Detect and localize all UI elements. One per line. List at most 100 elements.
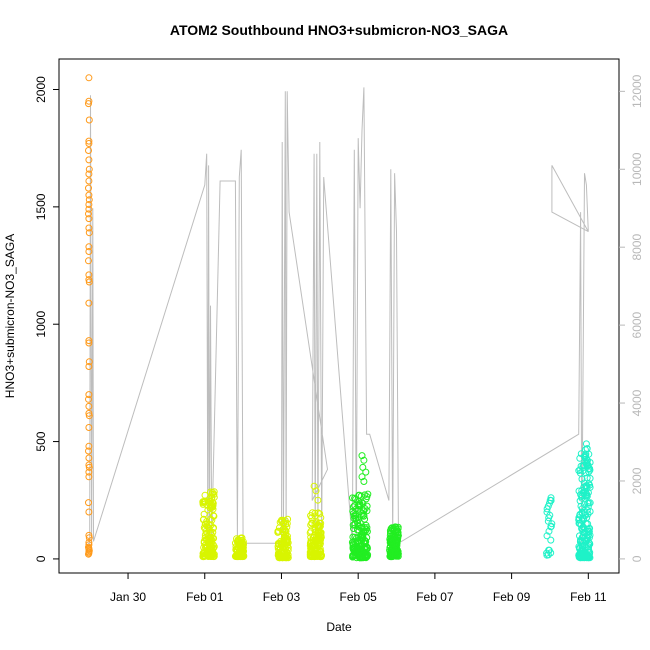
data-point (85, 271, 93, 279)
data-point (358, 473, 366, 481)
y2-tick-label: 8000 (630, 234, 644, 261)
data-point (363, 507, 371, 515)
data-point (349, 507, 357, 515)
data-point (274, 540, 282, 547)
data-point (358, 452, 366, 460)
data-point (208, 494, 216, 502)
data-point (85, 177, 93, 185)
data-point (548, 520, 556, 528)
data-point (580, 515, 588, 523)
data-point (210, 512, 218, 520)
data-point (208, 503, 216, 511)
data-point (85, 468, 93, 476)
data-point (85, 243, 93, 251)
data-point (582, 440, 590, 448)
data-point (360, 527, 368, 535)
data-point (204, 539, 212, 547)
data-point (85, 454, 93, 462)
x-tick-label: Feb 01 (186, 590, 224, 604)
data-point (306, 529, 314, 537)
data-point (546, 499, 553, 507)
data-point (85, 224, 93, 232)
data-point (350, 525, 357, 532)
data-point (85, 395, 92, 403)
y2-tick-label: 10000 (630, 152, 644, 186)
data-point (356, 519, 364, 527)
data-point (85, 210, 92, 218)
data-point (85, 442, 93, 450)
data-point (585, 480, 593, 488)
data-point (283, 548, 291, 556)
data-point (584, 520, 592, 528)
data-point (364, 490, 372, 498)
y2-tick-label: 2000 (630, 467, 644, 494)
data-point (85, 97, 93, 105)
data-point (363, 534, 371, 542)
y-tick-label: 1000 (34, 311, 48, 338)
data-point (586, 474, 594, 482)
data-point (210, 543, 218, 551)
data-point (315, 552, 323, 560)
data-point (362, 468, 370, 476)
data-point (204, 547, 212, 555)
data-point (575, 519, 583, 527)
chart-title: ATOM2 Southbound HNO3+submicron-NO3_SAGA (170, 22, 508, 38)
data-point (308, 542, 315, 550)
data-point (359, 534, 367, 542)
data-point (315, 542, 323, 550)
data-point (85, 339, 93, 347)
data-point (310, 482, 318, 490)
data-point (280, 539, 288, 547)
data-point (205, 521, 213, 528)
data-point (85, 156, 93, 164)
data-point (85, 140, 93, 147)
data-point (85, 191, 93, 199)
data-point (312, 487, 320, 495)
x-tick-label: Feb 09 (493, 590, 531, 604)
y2-tick-label: 6000 (630, 311, 644, 338)
data-point (237, 547, 245, 555)
data-point (85, 248, 93, 255)
data-point (309, 548, 317, 555)
data-point (584, 553, 592, 561)
y-tick-label: 0 (34, 555, 48, 562)
data-point (586, 531, 594, 539)
data-point (311, 552, 319, 559)
secondary-series-line (87, 87, 589, 545)
data-point (85, 499, 92, 507)
data-point (239, 547, 247, 555)
data-point (85, 184, 92, 192)
data-point (543, 551, 551, 559)
data-point (580, 490, 588, 497)
data-point (208, 553, 215, 560)
data-point (586, 465, 594, 473)
data-point (85, 74, 93, 82)
y2-tick-label: 4000 (630, 389, 644, 416)
data-point (207, 529, 214, 537)
data-point (85, 137, 93, 145)
data-point (349, 552, 357, 560)
data-point (85, 391, 93, 399)
data-point (388, 540, 396, 548)
data-point (85, 205, 93, 213)
data-point (584, 456, 591, 464)
data-point (85, 276, 93, 284)
data-point (576, 511, 584, 519)
data-point (582, 452, 590, 460)
data-point (85, 424, 93, 431)
data-point (579, 467, 587, 475)
data-point (586, 508, 594, 515)
data-point (349, 521, 357, 529)
data-point (362, 542, 370, 550)
x-tick-label: Feb 07 (416, 590, 454, 604)
data-point (579, 526, 586, 533)
data-point (85, 165, 93, 173)
data-point (579, 546, 587, 553)
data-point (210, 552, 218, 560)
data-point (274, 545, 282, 553)
y2-tick-label: 12000 (630, 74, 644, 108)
x-tick-label: Feb 05 (339, 590, 377, 604)
data-point (85, 363, 93, 370)
data-point (85, 412, 93, 420)
data-point (199, 553, 207, 561)
